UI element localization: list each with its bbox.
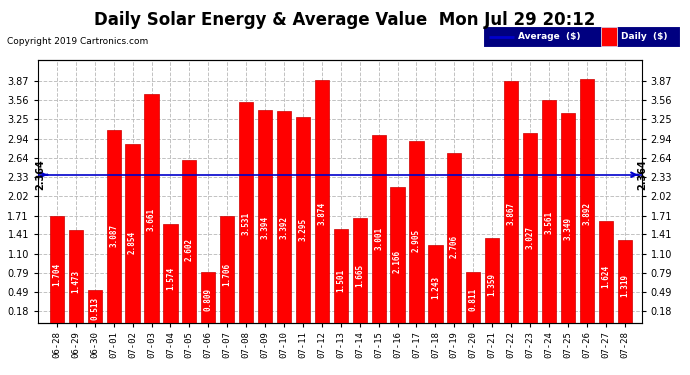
Text: 3.561: 3.561 [544,211,553,234]
Text: 3.295: 3.295 [298,218,308,242]
Bar [409,141,424,322]
Bar [50,216,64,322]
Text: 1.574: 1.574 [166,267,175,290]
Text: 3.087: 3.087 [109,224,118,247]
Bar [334,229,348,322]
Text: Copyright 2019 Cartronics.com: Copyright 2019 Cartronics.com [7,38,148,46]
Bar [296,117,310,322]
Text: 2.166: 2.166 [393,250,402,273]
Bar [315,80,329,322]
Bar [106,130,121,322]
Text: 1.359: 1.359 [488,273,497,296]
Text: 1.319: 1.319 [620,274,629,297]
Bar [599,221,613,322]
Text: Average  ($): Average ($) [518,32,581,41]
Text: 1.243: 1.243 [431,276,440,299]
Bar [466,272,480,322]
Text: 1.704: 1.704 [52,263,61,286]
Bar [618,240,632,322]
Text: Daily  ($): Daily ($) [620,32,667,41]
Bar [391,187,404,322]
Text: 1.473: 1.473 [71,270,80,292]
Bar [428,245,442,322]
Bar [144,94,159,322]
Text: 2.854: 2.854 [128,231,137,254]
Text: 2.905: 2.905 [412,229,421,252]
Bar [69,230,83,322]
Text: 3.001: 3.001 [374,226,383,250]
Text: 3.892: 3.892 [582,201,591,225]
Bar [561,113,575,322]
Text: 2.364: 2.364 [637,159,647,190]
Bar [164,224,177,322]
Text: 1.706: 1.706 [223,263,232,286]
Bar [580,79,594,322]
Bar [371,135,386,322]
Bar [88,290,102,322]
Bar [126,144,139,322]
Bar [542,100,556,322]
Text: 3.874: 3.874 [317,202,326,225]
Bar [201,272,215,322]
Bar [523,134,537,322]
Text: 3.394: 3.394 [261,216,270,238]
Bar [353,218,367,322]
Text: 1.624: 1.624 [601,265,610,288]
Text: 1.665: 1.665 [355,264,364,287]
Text: 0.809: 0.809 [204,288,213,311]
Text: 3.027: 3.027 [526,226,535,249]
Bar [447,153,462,322]
Text: 3.531: 3.531 [241,211,250,235]
Bar [182,160,197,322]
Text: 3.392: 3.392 [279,216,288,238]
Bar [239,102,253,322]
Text: 3.867: 3.867 [506,202,515,225]
Text: 3.349: 3.349 [564,217,573,240]
Bar [277,111,291,322]
Text: Daily Solar Energy & Average Value  Mon Jul 29 20:12: Daily Solar Energy & Average Value Mon J… [95,11,595,29]
Bar [258,110,272,322]
Text: 0.513: 0.513 [90,297,99,320]
FancyBboxPatch shape [601,27,617,46]
Bar [485,238,500,322]
Text: 2.364: 2.364 [34,159,45,190]
Text: 2.706: 2.706 [450,235,459,258]
Text: 2.602: 2.602 [185,238,194,261]
Text: 3.661: 3.661 [147,208,156,231]
Bar [220,216,235,322]
Text: 0.811: 0.811 [469,288,477,311]
Bar [504,81,518,322]
Text: 1.501: 1.501 [336,269,345,292]
